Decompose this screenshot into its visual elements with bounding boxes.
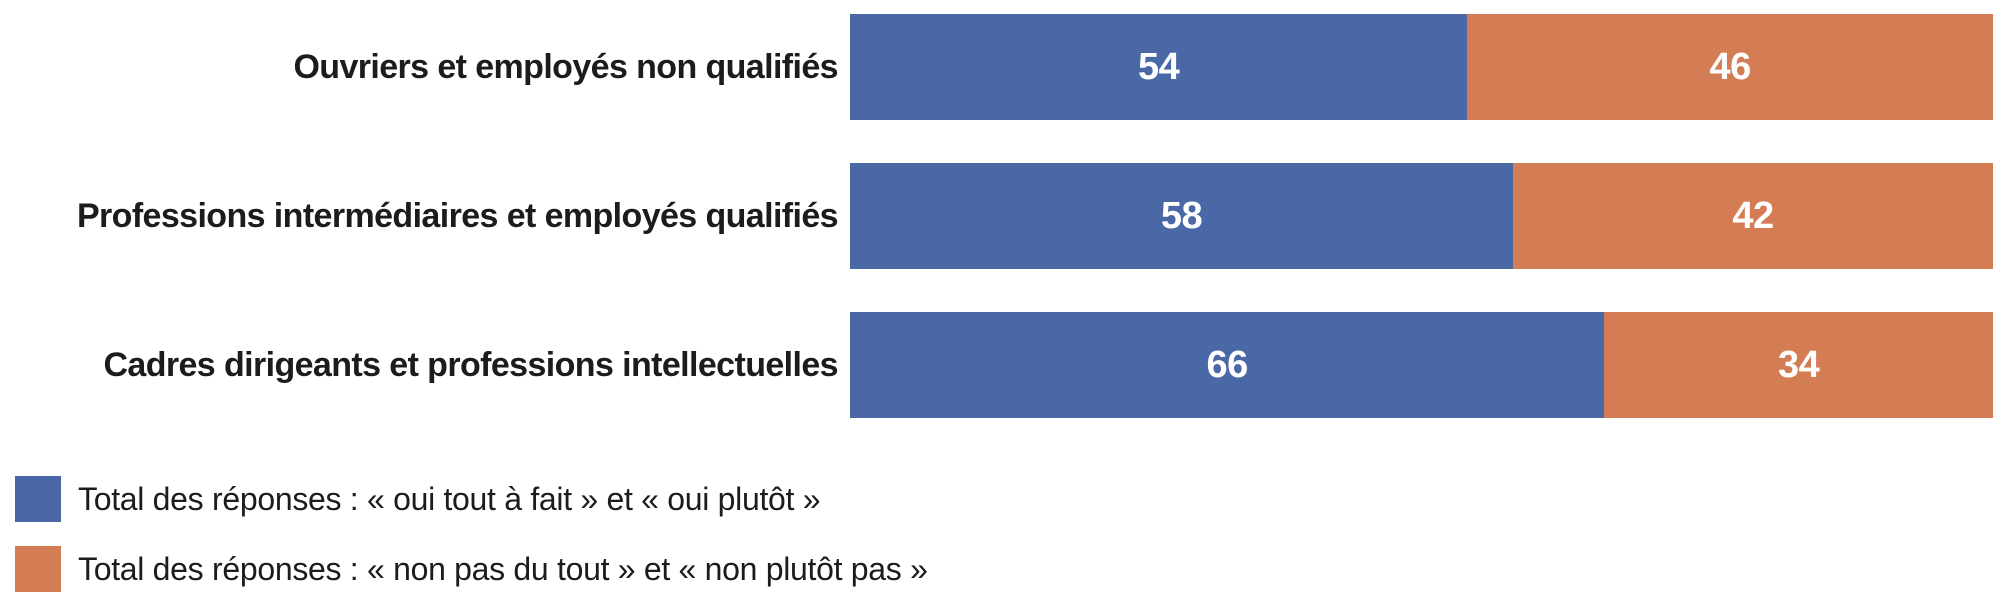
category-label: Cadres dirigeants et professions intelle… bbox=[103, 345, 838, 384]
legend-label-non: Total des réponses : « non pas du tout »… bbox=[78, 550, 928, 587]
bar-value: 58 bbox=[1160, 194, 1203, 237]
chart-row: Professions intermédiaires et employés q… bbox=[0, 163, 2004, 269]
legend-label-oui: Total des réponses : « oui tout à fait »… bbox=[78, 480, 821, 517]
category-label: Ouvriers et employés non qualifiés bbox=[293, 47, 838, 86]
legend-item-oui: Total des réponses : « oui tout à fait »… bbox=[15, 476, 821, 522]
bar-segment-non: 42 bbox=[1512, 163, 1993, 269]
bar-value: 46 bbox=[1709, 45, 1751, 88]
bar-value: 66 bbox=[1206, 343, 1249, 386]
bar-track: 58 42 bbox=[850, 163, 1993, 269]
bar-segment-non: 34 bbox=[1604, 312, 1993, 418]
bar-value: 34 bbox=[1778, 343, 1820, 386]
bar-track: 66 34 bbox=[850, 312, 1993, 418]
bar-segment-oui: 58 bbox=[850, 163, 1513, 269]
bar-segment-oui: 66 bbox=[850, 312, 1605, 418]
bar-segment-oui: 54 bbox=[850, 14, 1468, 120]
bar-value: 42 bbox=[1732, 194, 1774, 237]
chart-row: Ouvriers et employés non qualifiés 54 46 bbox=[0, 14, 2004, 120]
legend-swatch-non-icon bbox=[15, 546, 61, 592]
category-label: Professions intermédiaires et employés q… bbox=[76, 196, 839, 235]
legend-item-non: Total des réponses : « non pas du tout »… bbox=[15, 546, 928, 592]
bar-value: 54 bbox=[1137, 45, 1180, 88]
chart-row: Cadres dirigeants et professions intelle… bbox=[0, 312, 2004, 418]
bar-track: 54 46 bbox=[850, 14, 1993, 120]
bar-segment-non: 46 bbox=[1467, 14, 1993, 120]
legend-swatch-oui-icon bbox=[15, 476, 61, 522]
